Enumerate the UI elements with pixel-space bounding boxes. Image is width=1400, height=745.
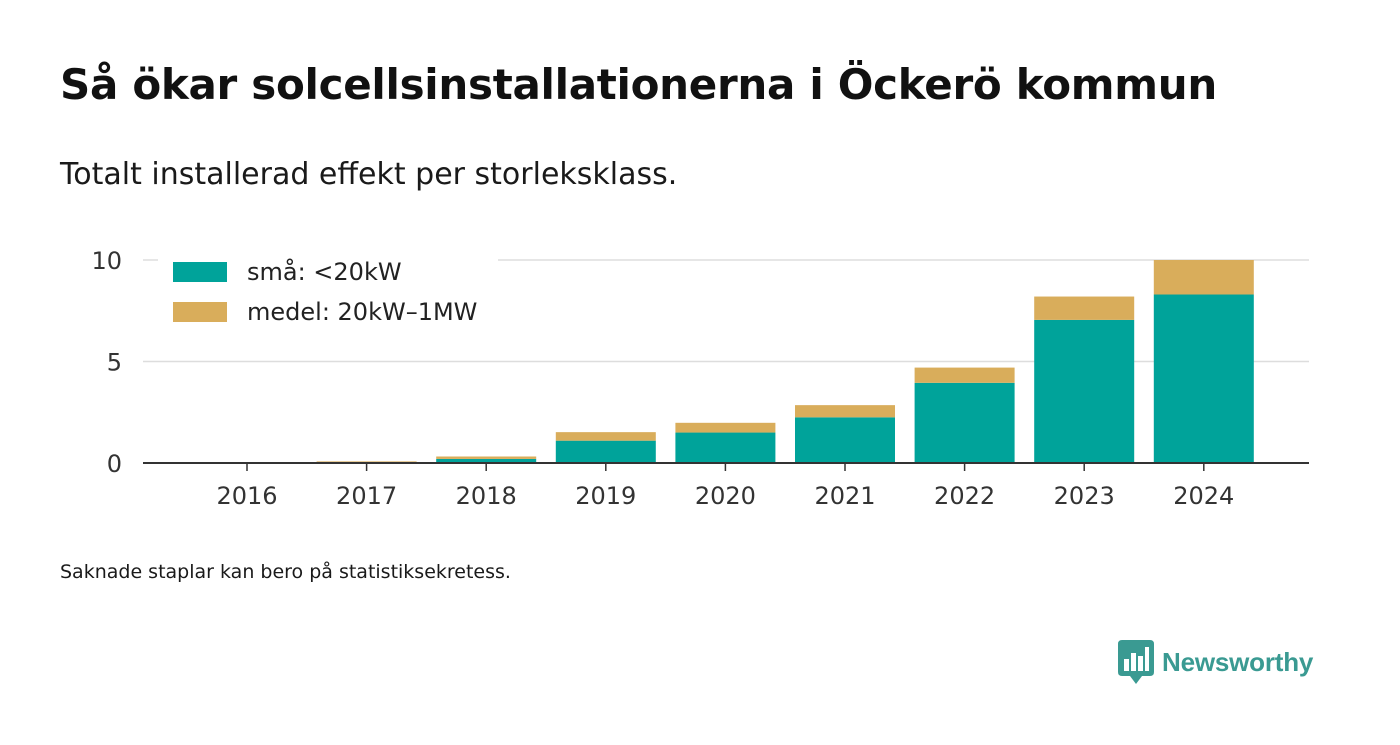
bar-segment-medium-2018 <box>436 456 537 459</box>
bar-segment-small-2018 <box>436 458 537 463</box>
x-tick-label: 2016 <box>216 482 277 510</box>
newsworthy-logo[interactable]: Newsworthy <box>1118 640 1313 684</box>
y-tick-label: 10 <box>91 247 122 275</box>
x-tick-label: 2024 <box>1173 482 1234 510</box>
bar-segment-medium-2023 <box>1034 296 1135 320</box>
bar-chart-speech-bubble-icon <box>1118 640 1154 684</box>
legend-label-small: små: <20kW <box>247 257 402 286</box>
legend-label-medium: medel: 20kW–1MW <box>247 298 477 326</box>
x-tick-label: 2023 <box>1054 482 1115 510</box>
bar-segment-medium-2022 <box>914 367 1015 383</box>
bar-segment-medium-2024 <box>1153 260 1254 295</box>
x-tick-label: 2017 <box>336 482 397 510</box>
bars <box>197 260 1254 464</box>
legend: små: <20kW medel: 20kW–1MW <box>158 252 498 330</box>
bar-segment-small-2024 <box>1153 294 1254 463</box>
bar-segment-small-2021 <box>795 417 895 463</box>
brand-name: Newsworthy <box>1162 646 1314 677</box>
bar-segment-medium-2017 <box>316 461 417 462</box>
x-tick-label: 2021 <box>814 482 875 510</box>
x-tick-label: 2019 <box>575 482 636 510</box>
bar-segment-medium-2019 <box>555 432 656 441</box>
legend-swatch-small <box>173 262 227 282</box>
stacked-bar-chart: 0 5 10 2016 2017 2018 2019 2020 2021 2022 2023 202… <box>91 247 1309 510</box>
y-axis-ticks: 0 5 10 <box>91 247 122 478</box>
bar-segment-small-2019 <box>555 440 656 463</box>
x-tick-label: 2022 <box>934 482 995 510</box>
bar-segment-small-2022 <box>914 382 1015 463</box>
bar-segment-medium-2020 <box>675 422 776 433</box>
legend-swatch-medium <box>173 302 227 322</box>
y-tick-label: 5 <box>107 349 122 377</box>
y-tick-label: 0 <box>107 450 122 478</box>
bar-segment-small-2023 <box>1034 319 1135 463</box>
footnote: Saknade staplar kan bero på statistiksek… <box>60 561 511 583</box>
chart-title: Så ökar solcellsinstallationerna i Öcker… <box>60 60 1217 109</box>
bar-segment-small-2020 <box>675 432 776 463</box>
bar-segment-medium-2021 <box>795 405 895 418</box>
chart-subtitle: Totalt installerad effekt per storlekskl… <box>60 157 678 192</box>
x-tick-label: 2020 <box>695 482 756 510</box>
x-tick-label: 2018 <box>456 482 517 510</box>
x-axis-ticks: 2016 2017 2018 2019 2020 2021 2022 2023 2024 <box>216 463 1234 510</box>
